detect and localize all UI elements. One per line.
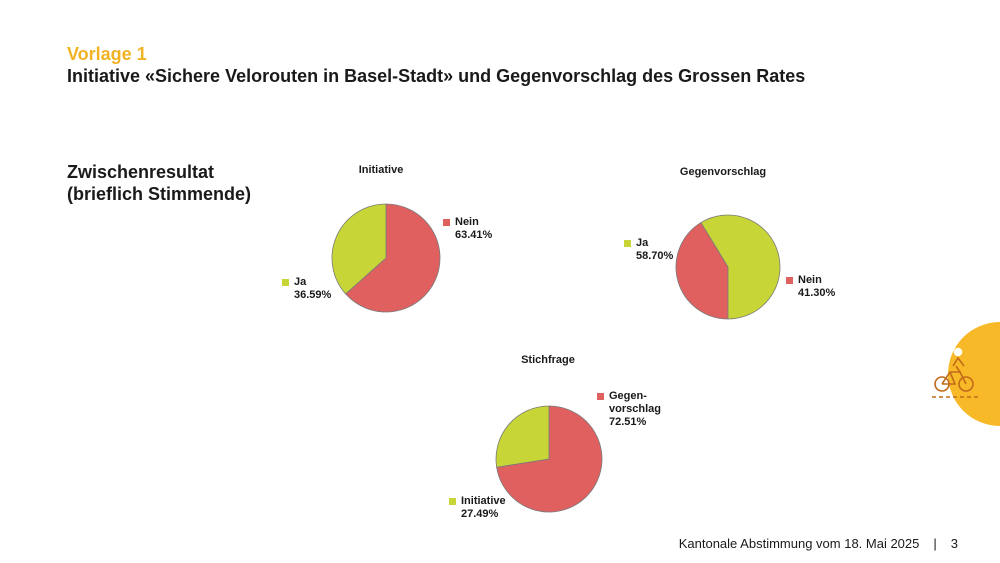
legend-label: Initiative [461,495,506,507]
pie-slice-2 [700,214,781,320]
chart-initiative-legend-ja: Ja 36.59% [282,276,331,302]
legend-label: Nein [798,274,822,286]
legend-swatch-gegenvorschlag [597,393,604,400]
legend-value: 72.51% [609,416,647,428]
legend-value: 58.70% [636,250,674,262]
pie-slice-1 [345,203,441,313]
chart-gegenvorschlag-legend-ja: Ja 58.70% [624,237,673,263]
slide-title: Initiative «Sichere Velorouten in Basel-… [67,66,806,86]
legend-swatch-nein [443,219,450,226]
legend-label: Nein [455,216,479,228]
chart-stichfrage-legend-gegenvorschlag: Gegen- vorschlag 72.51% [597,390,661,429]
cyclist-badge [932,322,1000,426]
legend-swatch-nein [786,277,793,284]
chart-initiative-pie [331,203,441,313]
chart-stichfrage-legend-initiative: Initiative 27.49% [449,495,506,521]
legend-value: 41.30% [798,287,836,299]
cyclist-icon [932,347,980,398]
chart-gegenvorschlag-title: Gegenvorschlag [679,166,767,178]
legend-swatch-ja [624,240,631,247]
subtitle-line-1: Zwischenresultat [67,162,215,182]
chart-initiative-title: Initiative [358,164,404,176]
legend-label: Ja [294,276,307,288]
slide-subtitle: Zwischenresultat (brieflich Stimmende) [67,161,251,205]
chart-stichfrage-title: Stichfrage [521,354,575,366]
footer-text: Kantonale Abstimmung vom 18. Mai 2025 [678,536,920,551]
chart-stichfrage-pie [495,405,603,513]
chart-gegenvorschlag-legend-nein: Nein 41.30% [786,274,835,300]
subtitle-line-2: (brieflich Stimmende) [67,184,252,204]
pie-slice-2 [495,405,550,468]
legend-value: 63.41% [455,229,493,241]
chart-initiative-legend-nein: Nein 63.41% [443,216,492,242]
chart-gegenvorschlag-pie [675,214,781,320]
page-number: 3 [950,536,958,551]
slide-footer: Kantonale Abstimmung vom 18. Mai 2025 | 3 [679,536,958,551]
legend-swatch-ja [282,279,289,286]
slide-kicker: Vorlage 1 [67,44,147,64]
legend-value: 36.59% [294,289,332,301]
legend-value: 27.49% [461,508,499,520]
pie-slice-1 [675,222,729,320]
legend-swatch-initiative [449,498,456,505]
legend-label: Gegen- [609,390,647,402]
badge-circle [948,322,1000,426]
legend-label: Ja [636,237,649,249]
legend-label-line-2: vorschlag [609,403,661,415]
footer-separator: | [933,536,937,551]
pie-slice-2 [331,203,387,295]
